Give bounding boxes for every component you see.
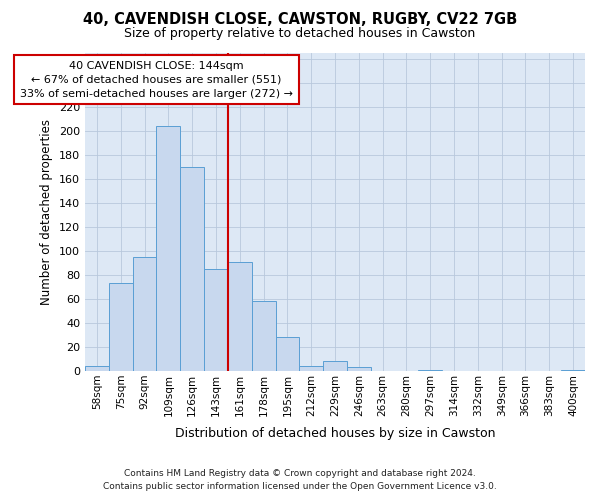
X-axis label: Distribution of detached houses by size in Cawston: Distribution of detached houses by size … — [175, 427, 495, 440]
Text: 40 CAVENDISH CLOSE: 144sqm
← 67% of detached houses are smaller (551)
33% of sem: 40 CAVENDISH CLOSE: 144sqm ← 67% of deta… — [20, 61, 293, 99]
Bar — [561, 370, 585, 371]
Bar — [347, 368, 371, 371]
Bar — [133, 257, 157, 371]
Bar — [204, 269, 228, 371]
Bar — [157, 126, 180, 371]
Bar — [252, 302, 275, 371]
Bar — [109, 284, 133, 371]
Text: 40, CAVENDISH CLOSE, CAWSTON, RUGBY, CV22 7GB: 40, CAVENDISH CLOSE, CAWSTON, RUGBY, CV2… — [83, 12, 517, 28]
Text: Size of property relative to detached houses in Cawston: Size of property relative to detached ho… — [124, 28, 476, 40]
Bar — [323, 362, 347, 371]
Text: Contains HM Land Registry data © Crown copyright and database right 2024.
Contai: Contains HM Land Registry data © Crown c… — [103, 470, 497, 491]
Bar — [228, 262, 252, 371]
Bar — [418, 370, 442, 371]
Bar — [275, 338, 299, 371]
Bar — [85, 366, 109, 371]
Y-axis label: Number of detached properties: Number of detached properties — [40, 118, 53, 304]
Bar — [180, 166, 204, 371]
Bar — [299, 366, 323, 371]
